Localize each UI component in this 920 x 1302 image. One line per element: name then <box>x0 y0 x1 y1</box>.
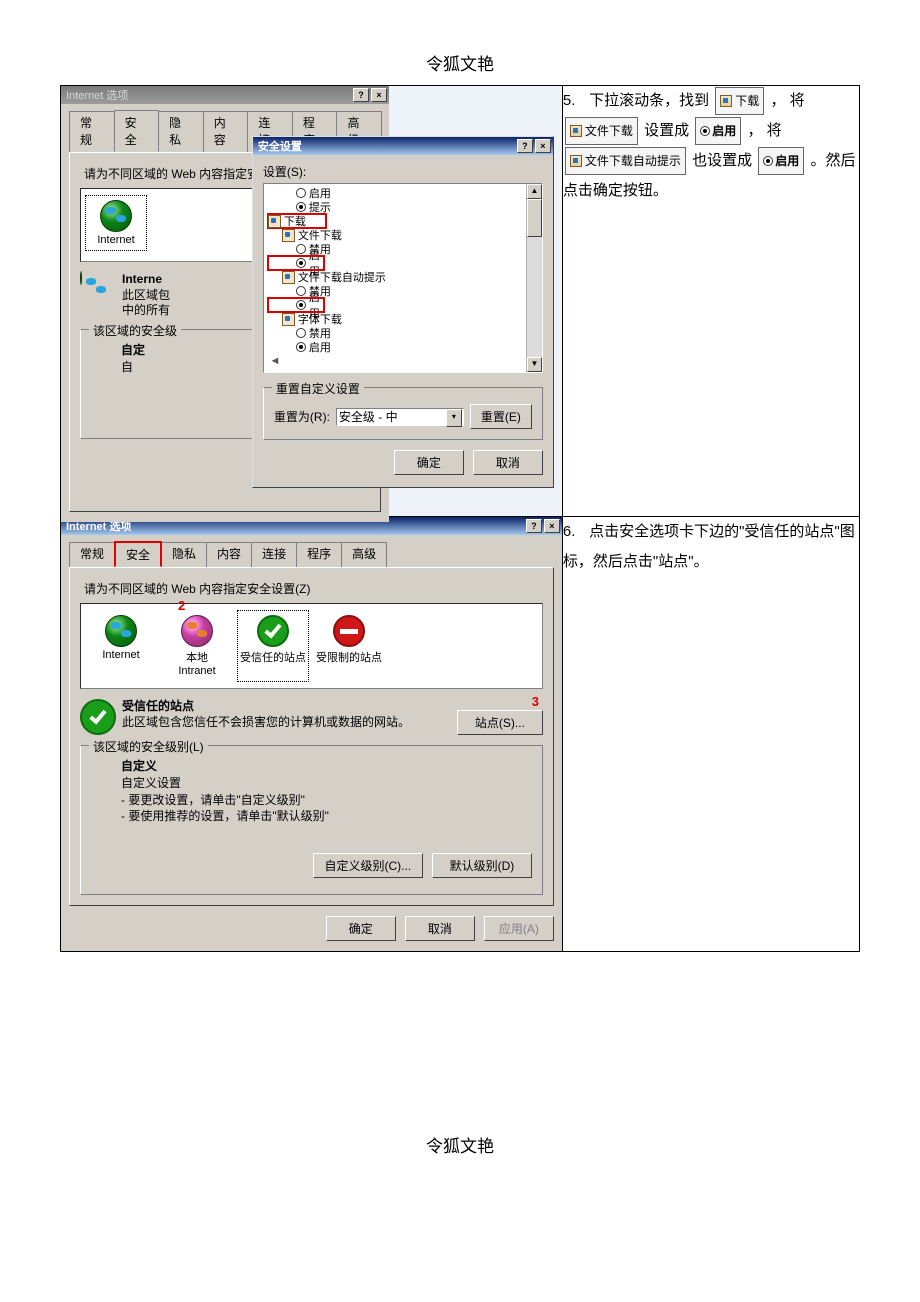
zone-internet[interactable]: Internet <box>85 195 147 251</box>
stop-icon <box>333 615 365 647</box>
mark-2: 2 <box>178 598 185 613</box>
scroll-thumb[interactable] <box>527 199 542 237</box>
frag-file-download: 文件下载 <box>565 117 638 145</box>
help-btn[interactable]: ? <box>526 519 542 533</box>
frag-download: 下载 <box>715 87 764 115</box>
zone-internet[interactable]: Internet <box>85 610 157 682</box>
close-btn[interactable]: × <box>535 139 551 153</box>
close-btn[interactable]: × <box>371 88 387 102</box>
tab-privacy[interactable]: 隐私 <box>158 111 204 153</box>
zone-hint: 请为不同区域的 Web 内容指定安全设置(Z) <box>84 580 543 597</box>
tabs-2: 常规 安全 隐私 内容 连接 程序 高级 <box>69 541 554 567</box>
tab-general[interactable]: 常规 <box>69 111 115 153</box>
sec-titlebar: 安全设置 ? × <box>253 137 553 155</box>
step6: 6. 点击安全选项卡下边的"受信任的站点"图标，然后点击"站点"。 <box>563 517 859 577</box>
reset-label: 重置为(R): <box>274 408 330 425</box>
sites-button[interactable]: 站点(S)... <box>457 710 543 735</box>
close-btn[interactable]: × <box>544 519 560 533</box>
check-icon <box>257 615 289 647</box>
auto-prompt-icon <box>282 271 295 284</box>
apply-button[interactable]: 应用(A) <box>484 916 554 941</box>
custom-level-button[interactable]: 自定义级别(C)... <box>313 853 423 878</box>
file-download-icon <box>282 229 295 242</box>
frag-enable: 启用 <box>695 117 741 145</box>
tab-programs[interactable]: 程序 <box>296 542 342 568</box>
tab-content[interactable]: 内容 <box>206 542 252 568</box>
titlebar-1: Internet 选项 ? × <box>61 86 389 104</box>
step5: 5. 下拉滚动条，找到 下载 ， 将 文件下载 设置成 启用 ， 将 文件下载自… <box>563 86 859 206</box>
tab-privacy[interactable]: 隐私 <box>161 542 207 568</box>
default-level-button[interactable]: 默认级别(D) <box>432 853 532 878</box>
tab-security[interactable]: 安全 <box>114 541 162 567</box>
security-settings-dialog: 安全设置 ? × 设置(S): 启用 提示 下载 文件下载 禁用 <box>252 136 554 488</box>
tab-general[interactable]: 常规 <box>69 542 115 568</box>
zone-trusted[interactable]: 受信任的站点 <box>237 610 309 682</box>
tab-connections[interactable]: 连接 <box>251 542 297 568</box>
reset-combo[interactable]: 安全级 - 中 <box>336 408 464 426</box>
frag-enable2: 启用 <box>758 147 804 175</box>
globe-icon <box>105 615 137 647</box>
scroll-up[interactable]: ▲ <box>527 184 542 199</box>
ok-button[interactable]: 确定 <box>394 450 464 475</box>
tab-advanced[interactable]: 高级 <box>341 542 387 568</box>
frag-auto-prompt: 文件下载自动提示 <box>565 147 686 175</box>
page-footer: 令狐文艳 <box>60 1132 860 1157</box>
help-btn[interactable]: ? <box>353 88 369 102</box>
ok-button[interactable]: 确定 <box>326 916 396 941</box>
cancel-button[interactable]: 取消 <box>473 450 543 475</box>
internet-options-dialog-2: Internet 选项 ? × 1 常规 安全 隐私 内容 连接 程序 <box>61 517 562 951</box>
doc-table: Internet 选项 ? × 常规 安全 隐私 内容 连接 程序 <box>60 85 860 952</box>
reset-button[interactable]: 重置(E) <box>470 404 532 429</box>
mark-3: 3 <box>532 694 539 709</box>
page-title: 令狐文艳 <box>60 50 860 75</box>
help-btn[interactable]: ? <box>517 139 533 153</box>
scroll-down[interactable]: ▼ <box>527 357 542 372</box>
scrollbar[interactable]: ▲ ▼ <box>526 184 542 372</box>
settings-label: 设置(S): <box>263 163 543 180</box>
cancel-button[interactable]: 取消 <box>405 916 475 941</box>
zone-restricted[interactable]: 受限制的站点 <box>313 610 385 682</box>
font-download-icon <box>282 313 295 326</box>
globe-icon <box>100 200 132 232</box>
tab-content[interactable]: 内容 <box>203 111 249 153</box>
tab-security[interactable]: 安全 <box>114 110 160 152</box>
check-icon <box>80 699 116 735</box>
settings-tree[interactable]: 启用 提示 下载 文件下载 禁用 启用 文件下载自动提示 禁用 启用 字体下载 <box>263 183 543 373</box>
download-icon <box>268 215 281 228</box>
intranet-icon <box>181 615 213 647</box>
globe-icon <box>80 271 82 285</box>
zone-intranet[interactable]: 本地 Intranet <box>161 610 233 682</box>
